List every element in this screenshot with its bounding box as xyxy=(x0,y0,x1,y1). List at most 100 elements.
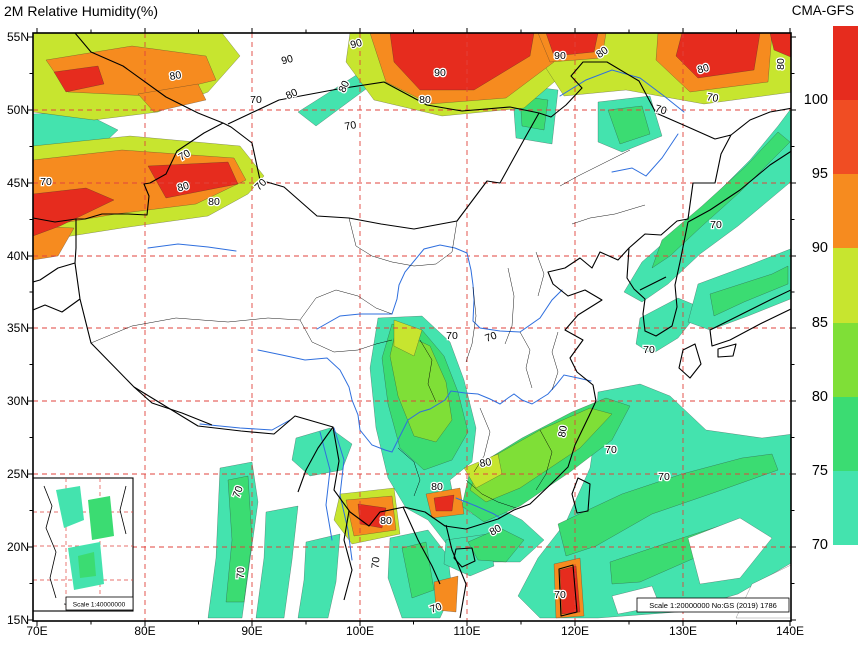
songhua-river xyxy=(611,133,679,177)
legend-swatch xyxy=(833,174,858,249)
page-title: 2M Relative Humidity(%) xyxy=(4,3,159,19)
contour-label: 70 xyxy=(446,330,458,342)
province-borders xyxy=(90,149,646,509)
contour-label: 80 xyxy=(419,94,431,106)
brahmaputra-river xyxy=(199,419,291,431)
contour-label: 90 xyxy=(280,53,295,68)
contour-label: 70 xyxy=(235,567,247,579)
yellow-river xyxy=(316,244,563,333)
lon-axis-label: 70E xyxy=(26,624,47,638)
contour-label: 70 xyxy=(710,219,722,231)
shikoku-island xyxy=(717,343,737,358)
inset-scale-label: Scale 1:40000000 xyxy=(73,602,126,609)
legend-swatch xyxy=(833,322,858,397)
russia-border-ne xyxy=(730,107,791,136)
contour-label: 70 xyxy=(654,103,669,118)
hainan-island xyxy=(453,547,476,568)
run-time-block: 2025121418 + 84h 2025121502 + 84h xyxy=(4,638,113,669)
lat-axis-label: 25N xyxy=(7,467,29,481)
contour-label: 70 xyxy=(643,344,655,356)
axis-ticks xyxy=(28,28,796,626)
contour-label: 80 xyxy=(431,481,443,493)
map-scale-box xyxy=(636,597,790,613)
honshu-island xyxy=(709,289,791,347)
kazakhstan-border xyxy=(74,33,224,124)
legend-value: 80 xyxy=(811,388,828,405)
salween-river xyxy=(319,431,333,541)
legend-value: 90 xyxy=(811,240,828,257)
inset-philippines-coast xyxy=(119,485,127,535)
legend-swatch xyxy=(833,544,858,619)
contour-label: 80 xyxy=(696,62,711,77)
contour-label: 70 xyxy=(605,444,617,456)
kyushu-island xyxy=(678,343,702,379)
model-label: CMA-GFS xyxy=(791,3,854,18)
contour-label: 80 xyxy=(169,69,183,83)
legend-value: 95 xyxy=(811,166,828,183)
amur-river xyxy=(559,69,685,113)
inset-vietnam-coast xyxy=(43,485,57,599)
map-scale-label: Scale 1:20000000 No:GS (2019) 1786 xyxy=(649,601,777,610)
mongolia-border xyxy=(227,81,540,125)
taiwan-island xyxy=(571,477,591,514)
contour-label: 70 xyxy=(344,119,358,133)
tarim-river xyxy=(147,243,237,252)
lat-axis-label: 15N xyxy=(7,613,29,627)
korea-dmz xyxy=(639,276,667,291)
legend-value: 100 xyxy=(803,92,828,109)
legend-swatch xyxy=(833,396,858,471)
lon-axis-label: 120E xyxy=(561,624,589,638)
contour-label: 80 xyxy=(208,196,220,208)
contour-label: 90 xyxy=(349,37,364,52)
nepal-border xyxy=(133,386,213,426)
contour-label: 70 xyxy=(231,484,246,499)
kyrgyzstan-border xyxy=(33,217,77,223)
korea-coast xyxy=(626,221,689,337)
lat-axis-label: 35N xyxy=(7,321,29,335)
legend-value: 75 xyxy=(811,462,828,479)
russia-coast xyxy=(687,150,791,223)
legend-swatch xyxy=(833,26,858,101)
contour-label: 70 xyxy=(370,556,383,569)
legend-swatch xyxy=(833,248,858,323)
contour-label: 70 xyxy=(250,94,262,106)
legend-value: 70 xyxy=(811,536,828,553)
lat-axis-label: 40N xyxy=(7,249,29,263)
lon-axis-label: 80E xyxy=(134,624,155,638)
contour-label: 80 xyxy=(479,456,493,470)
contour-label: 70 xyxy=(40,176,52,188)
contour-label: 70 xyxy=(483,329,498,344)
lon-axis-label: 130E xyxy=(669,624,697,638)
contour-label: 70 xyxy=(428,600,443,615)
contour-label: 70 xyxy=(706,91,720,105)
legend-value: 85 xyxy=(811,314,828,331)
contour-label: 70 xyxy=(554,589,566,601)
contour-label: 80 xyxy=(775,58,787,70)
contour-label: 80 xyxy=(176,180,191,195)
vietnam-coast xyxy=(445,524,467,619)
tajikistan-border xyxy=(33,262,76,283)
yangtze-river xyxy=(257,349,592,453)
contour-label: 80 xyxy=(380,515,392,527)
lat-axis-label: 30N xyxy=(7,394,29,408)
contour-labels: 80 90 70 80 80 90 90 70 80 90 80 80 70 80 70 70 70 80 80 70… xyxy=(39,35,788,617)
legend-swatch xyxy=(833,470,858,545)
lat-axis-label: 20N xyxy=(7,540,29,554)
mekong-river xyxy=(333,427,353,561)
axis-labels: 70E 80E 90E 100E 110E 120E 130E 140E 55N 50N 45N 40… xyxy=(7,30,804,638)
lon-axis-label: 100E xyxy=(346,624,374,638)
contour-label: 90 xyxy=(554,50,566,62)
south-china-sea-inset: Scale 1:40000000 xyxy=(33,477,134,612)
china-border xyxy=(74,61,732,530)
lon-axis-label: 90E xyxy=(241,624,262,638)
rivers-layer xyxy=(147,69,685,561)
grid-lines xyxy=(33,33,791,621)
kashmir-border xyxy=(33,298,81,313)
colorbar xyxy=(833,26,858,619)
lon-axis-label: 110E xyxy=(453,624,480,638)
lat-axis-label: 55N xyxy=(7,30,29,44)
india-myanmar-border xyxy=(297,426,334,493)
lon-axis-label: 140E xyxy=(776,624,804,638)
